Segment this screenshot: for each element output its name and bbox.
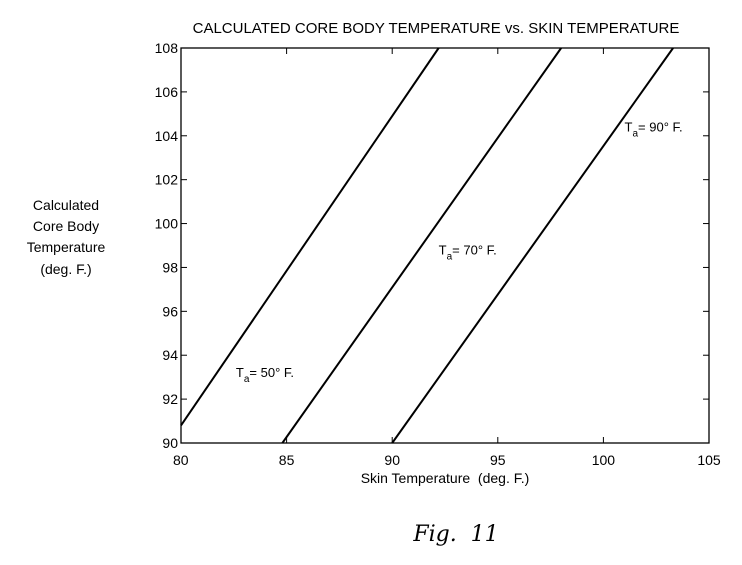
x-axis-label: Skin Temperature (deg. F.) xyxy=(361,470,530,486)
y-axis-label-line: (deg. F.) xyxy=(40,261,91,277)
series-labels: Ta= 50° F. Ta= 70° F. Ta= 90° F. xyxy=(236,119,683,385)
series-line xyxy=(392,48,673,443)
y-tick-label: 106 xyxy=(155,84,179,100)
x-tick-label: 95 xyxy=(490,452,506,468)
x-tick-label: 80 xyxy=(173,452,189,468)
series-line xyxy=(282,48,561,443)
y-tick-label: 100 xyxy=(155,216,179,232)
y-tick-label: 96 xyxy=(162,303,178,319)
y-tick-label: 92 xyxy=(162,391,178,407)
x-tick-labels: 80 85 90 95 100 105 xyxy=(173,452,721,468)
y-axis-label-line: Core Body xyxy=(33,218,99,234)
y-tick-label: 94 xyxy=(162,347,178,363)
series-lines xyxy=(181,48,673,443)
y-tick-label: 98 xyxy=(162,259,178,275)
x-tick-label: 100 xyxy=(592,452,616,468)
y-axis-label-line: Temperature xyxy=(27,239,106,255)
x-tick-label: 90 xyxy=(384,452,400,468)
chart-title: CALCULATED CORE BODY TEMPERATURE vs. SKI… xyxy=(193,20,680,37)
x-tick-label: 85 xyxy=(279,452,295,468)
series-label: Ta= 90° F. xyxy=(625,119,683,139)
y-tick-label: 104 xyxy=(155,128,179,144)
y-tick-labels: 90 92 94 96 98 100 102 104 106 108 xyxy=(155,40,179,451)
figure-caption: Fig. 11 xyxy=(412,522,498,547)
x-tick-label: 105 xyxy=(697,452,721,468)
y-tick-label: 90 xyxy=(162,435,178,451)
y-axis-label: Calculated Core Body Temperature (deg. F.) xyxy=(27,197,106,277)
y-tick-label: 108 xyxy=(155,40,179,56)
series-label: Ta= 70° F. xyxy=(439,242,497,262)
y-axis-label-line: Calculated xyxy=(33,197,99,213)
series-line xyxy=(181,48,439,425)
series-label: Ta= 50° F. xyxy=(236,365,294,385)
y-tick-label: 102 xyxy=(155,172,179,188)
